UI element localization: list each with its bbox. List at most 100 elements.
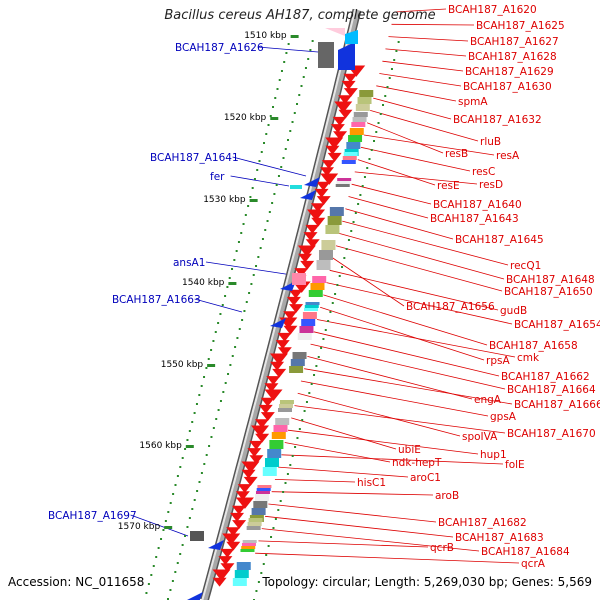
- strand-dot: [181, 457, 184, 459]
- strand-dot: [205, 454, 208, 456]
- annotation-block: [264, 458, 279, 467]
- strand-dot: [217, 322, 220, 324]
- annotation-block: [279, 400, 294, 404]
- reverse-gene-arrow: [294, 268, 309, 277]
- reverse-gene-arrow: [241, 469, 256, 479]
- label-leader-line: [357, 159, 436, 186]
- annotation-block: [327, 216, 342, 225]
- reverse-gene-arrow: [241, 461, 260, 473]
- strand-dot: [301, 419, 304, 421]
- label-leader-line: [379, 73, 462, 87]
- reverse-gene-arrow: [283, 311, 298, 321]
- strand-dot: [311, 40, 314, 42]
- strand-dot: [171, 580, 174, 582]
- strand-dot: [228, 277, 231, 279]
- strand-dot: [265, 133, 268, 135]
- reverse-gene-arrow: [218, 556, 233, 565]
- strand-dot: [249, 196, 252, 198]
- map-title: Bacillus cereus AH187, complete genome: [164, 8, 436, 23]
- label-leader-line: [323, 294, 488, 346]
- strand-dot: [221, 304, 224, 306]
- scale-tick: [270, 117, 279, 120]
- reverse-gene-arrow: [226, 527, 241, 537]
- gene-label: ubiE: [398, 444, 421, 456]
- gene-label: BCAH187_A1627: [470, 36, 559, 48]
- strand-dot: [379, 113, 382, 115]
- strand-dot: [397, 41, 400, 43]
- label-leader-line: [326, 282, 513, 325]
- strand-dot: [195, 403, 198, 405]
- label-leader-line: [388, 36, 469, 42]
- label-leader-line: [271, 491, 434, 496]
- scale-tick-label: 1570 kbp: [118, 522, 161, 532]
- strand-dot: [298, 94, 301, 96]
- strand-dot: [280, 166, 283, 168]
- strand-dot: [251, 187, 254, 189]
- strand-dot: [203, 376, 206, 378]
- label-leader-line: [351, 183, 432, 205]
- reverse-gene-arrow: [235, 497, 254, 509]
- gene-label: engA: [474, 394, 502, 406]
- label-leader-line: [385, 48, 467, 57]
- annotation-block: [316, 260, 331, 270]
- strand-dot: [350, 230, 353, 232]
- gene-label: aroC1: [410, 472, 441, 484]
- strand-dot: [373, 140, 376, 142]
- strand-dot: [162, 529, 165, 531]
- annotation-block: [246, 526, 261, 530]
- annotation-block: [349, 128, 364, 135]
- gene-label: qcrA: [521, 558, 546, 570]
- reverse-gene-arrow: [222, 533, 241, 545]
- strand-dot: [245, 301, 248, 303]
- strand-dot: [145, 592, 148, 594]
- strand-dot: [191, 421, 194, 423]
- strand-dot: [152, 565, 155, 567]
- annotation-block: [301, 319, 316, 326]
- reverse-gene-arrow: [277, 332, 292, 342]
- strand-dot: [241, 319, 244, 321]
- strand-dot: [271, 202, 274, 204]
- strand-dot: [255, 590, 258, 592]
- forward-gene-arrow: [300, 190, 316, 200]
- annotation-block: [241, 546, 256, 549]
- strand-dot: [255, 265, 258, 267]
- annotation-block: [304, 308, 319, 311]
- label-leader-line: [307, 356, 473, 400]
- strand-dot: [242, 223, 245, 225]
- strand-dot: [289, 130, 292, 132]
- forward-gene-arrow: [270, 318, 286, 328]
- gene-label: BCAH187_A1641: [150, 152, 239, 164]
- reverse-gene-arrow: [307, 209, 326, 221]
- gene-label: BCAH187_A1658: [489, 340, 578, 352]
- annotation-block: [289, 366, 304, 373]
- gene-label: BCAH187_A1654: [514, 319, 600, 331]
- strand-dot: [282, 157, 285, 159]
- label-leader-line: [332, 257, 405, 307]
- strand-dot: [260, 572, 263, 574]
- scale-tick: [164, 526, 173, 529]
- annotation-block: [359, 90, 374, 97]
- forward-gene-arrow: [338, 42, 355, 70]
- reverse-gene-arrow: [341, 80, 356, 90]
- strand-dot: [172, 493, 175, 495]
- reverse-gene-arrow: [305, 224, 320, 234]
- strand-dot: [210, 436, 213, 438]
- strand-dot: [205, 367, 208, 369]
- reverse-gene-arrow: [277, 347, 292, 357]
- scale-tick: [228, 282, 237, 285]
- strand-dot: [256, 169, 259, 171]
- annotation-block: [318, 250, 333, 260]
- strand-dot: [320, 347, 323, 349]
- reverse-gene-arrow: [321, 160, 336, 169]
- scale-tick-label: 1520 kbp: [224, 113, 267, 123]
- strand-dot: [179, 466, 182, 468]
- label-leader-line: [339, 233, 505, 280]
- gene-label: aroB: [435, 490, 459, 502]
- reverse-gene-arrow: [212, 569, 231, 581]
- gene-label: BCAH187_A1645: [455, 234, 544, 246]
- strand-dot: [274, 518, 277, 520]
- gene-label: hisC1: [357, 477, 386, 489]
- gene-label: resB: [445, 148, 468, 160]
- reverse-gene-arrow: [320, 173, 339, 185]
- strand-dot: [309, 49, 312, 51]
